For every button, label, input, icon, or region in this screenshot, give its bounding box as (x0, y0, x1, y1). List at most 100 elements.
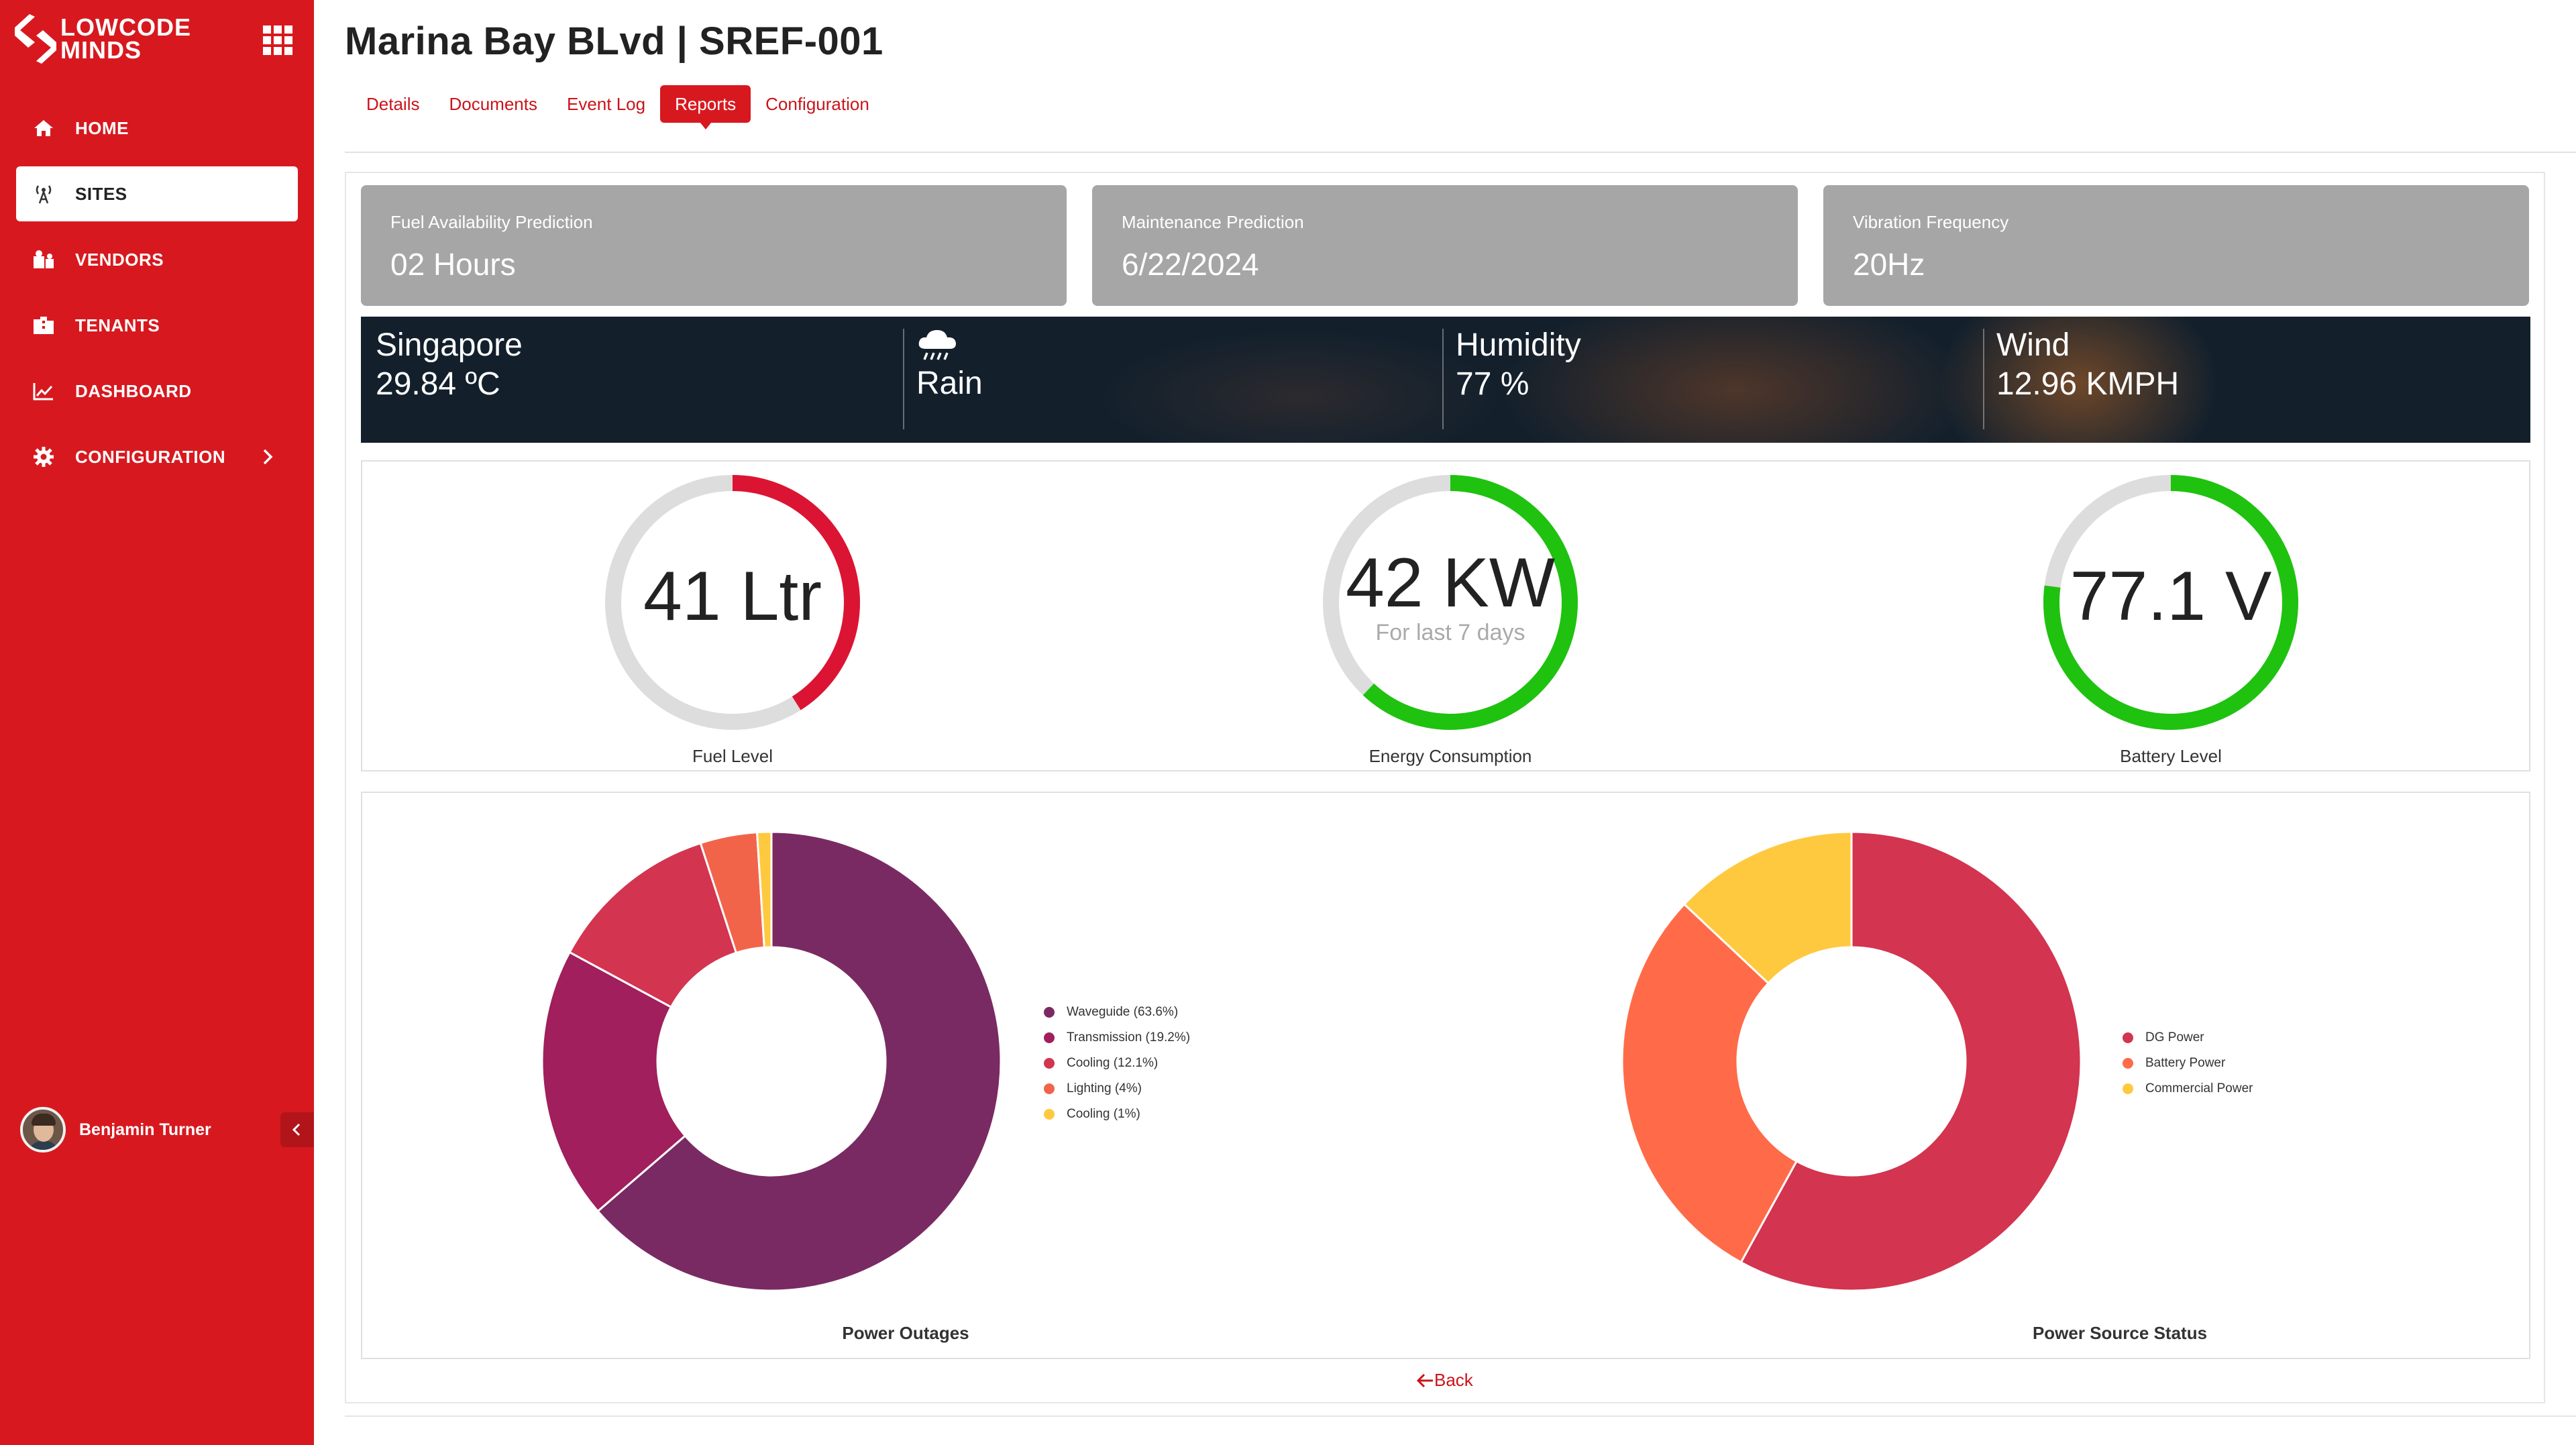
gauge-ring: 77.1 V (2043, 475, 2298, 730)
legend-item[interactable]: Transmission (19.2%) (1044, 1025, 1190, 1051)
sidebar-item-label: CONFIGURATION (75, 446, 226, 467)
weather-temperature: 29.84 ºC (376, 366, 500, 402)
legend-item[interactable]: Battery Power (2123, 1051, 2253, 1076)
collapse-sidebar-button[interactable] (280, 1112, 314, 1147)
chart-line-icon (32, 380, 55, 403)
energy-consumption-gauge: 42 KW For last 7 days Energy Consumption (1316, 468, 1585, 770)
back-link[interactable]: Back (1417, 1370, 1473, 1391)
power-outages-legend: Waveguide (63.6%) Transmission (19.2%) C… (1044, 1000, 1190, 1127)
charts-panel: Waveguide (63.6%) Transmission (19.2%) C… (361, 792, 2530, 1359)
gauge-ring: 41 Ltr (605, 475, 860, 730)
apps-grid-icon[interactable] (263, 25, 292, 55)
humidity-value: 77 % (1456, 366, 1529, 402)
legend-dot (1044, 1109, 1055, 1120)
gauge-value: 41 Ltr (643, 557, 822, 635)
gauge-value: 42 KW (1346, 544, 1555, 622)
weather-wind: Wind 12.96 KMPH (1996, 326, 2179, 433)
donut-slice[interactable] (1682, 831, 1853, 985)
home-icon (32, 117, 55, 140)
donut-slice[interactable] (541, 951, 687, 1213)
sidebar-item-sites[interactable]: SITES (16, 166, 298, 221)
stat-value: 02 Hours (390, 247, 516, 282)
legend-dot (1044, 1058, 1055, 1069)
sidebar-item-configuration[interactable]: CONFIGURATION (16, 429, 298, 484)
legend-item[interactable]: Commercial Power (2123, 1076, 2253, 1102)
sidebar-item-label: DASHBOARD (75, 380, 192, 401)
sidebar-item-home[interactable]: HOME (16, 101, 298, 156)
tab-details[interactable]: Details (366, 94, 420, 114)
back-label: Back (1434, 1370, 1473, 1390)
legend-label: Lighting (4%) (1067, 1081, 1142, 1095)
gauge-fill-arc (2043, 475, 2298, 730)
building-icon (32, 314, 55, 337)
legend-dot (1044, 1083, 1055, 1094)
donut-slice[interactable] (596, 831, 1002, 1292)
vendors-icon (32, 248, 55, 271)
legend-item[interactable]: Waveguide (63.6%) (1044, 1000, 1190, 1025)
weather-location: Singapore 29.84 ºC (376, 326, 523, 433)
legend-label: Cooling (1%) (1067, 1107, 1140, 1121)
weather-humidity: Humidity 77 % (1456, 326, 1581, 433)
weather-banner: Singapore 29.84 ºC Rain Humidity 77 % (361, 317, 2530, 443)
stat-value: 6/22/2024 (1122, 247, 1259, 282)
sidebar-item-dashboard[interactable]: DASHBOARD (16, 364, 298, 419)
weather-divider (1442, 329, 1444, 429)
donut-slice[interactable] (755, 831, 773, 949)
sidebar-item-label: TENANTS (75, 315, 160, 335)
sidebar-item-label: VENDORS (75, 249, 164, 270)
tab-documents[interactable]: Documents (449, 94, 537, 114)
power-source-donut (1621, 831, 2082, 1292)
brand-line2: MINDS (60, 36, 142, 64)
avatar[interactable] (20, 1107, 66, 1153)
tabs-divider (345, 152, 2576, 153)
legend-item[interactable]: Lighting (4%) (1044, 1076, 1190, 1102)
power-source-title: Power Source Status (2032, 1323, 2208, 1343)
antenna-icon (32, 182, 55, 205)
gauge-label: Battery Level (2120, 746, 2222, 766)
stat-label: Fuel Availability Prediction (390, 212, 593, 232)
user-profile[interactable]: Benjamin Turner (20, 1107, 211, 1153)
wind-label: Wind (1996, 327, 2070, 363)
weather-condition-text: Rain (916, 366, 983, 401)
sidebar-item-tenants[interactable]: TENANTS (16, 298, 298, 353)
brand-logo[interactable]: LOWCODE MINDS (15, 12, 191, 66)
legend-item[interactable]: DG Power (2123, 1025, 2253, 1051)
fuel-prediction-card: Fuel Availability Prediction 02 Hours (361, 185, 1067, 306)
legend-dot (2123, 1058, 2133, 1069)
logo-mark-icon (15, 14, 56, 64)
sidebar: LOWCODE MINDS HOME SITES (0, 0, 314, 1445)
chevron-right-icon[interactable] (256, 445, 279, 468)
gauge-label: Fuel Level (692, 746, 773, 766)
sidebar-nav: HOME SITES VENDORS (0, 101, 314, 495)
tab-reports[interactable]: Reports (660, 85, 751, 129)
chevron-left-icon (292, 1123, 301, 1136)
weather-divider (1983, 329, 1984, 429)
legend-dot (1044, 1032, 1055, 1043)
gear-icon (32, 445, 55, 468)
power-outages-title: Power Outages (842, 1323, 969, 1343)
legend-dot (2123, 1083, 2133, 1094)
sidebar-item-label: SITES (75, 183, 127, 204)
sidebar-item-vendors[interactable]: VENDORS (16, 232, 298, 287)
gauge-fill-arc (1323, 475, 1578, 730)
weather-city: Singapore (376, 327, 523, 363)
tab-event-log[interactable]: Event Log (566, 94, 646, 114)
legend-item[interactable]: Cooling (1%) (1044, 1102, 1190, 1127)
brand-name: LOWCODE MINDS (60, 13, 191, 64)
fuel-level-gauge: 41 Ltr Fuel Level (598, 468, 867, 770)
brand-line1: LOWCODE (60, 13, 191, 41)
donut-slice[interactable] (1739, 831, 2082, 1292)
legend-label: DG Power (2145, 1030, 2204, 1045)
power-source-legend: DG Power Battery Power Commercial Power (2123, 1025, 2253, 1102)
legend-item[interactable]: Cooling (12.1%) (1044, 1051, 1190, 1076)
main-content: Marina Bay BLvd | SREF-001 Details Docum… (314, 0, 2576, 1445)
gauge-label: Energy Consumption (1368, 746, 1532, 766)
tab-configuration[interactable]: Configuration (765, 94, 869, 114)
battery-level-gauge: 77.1 V Battery Level (2037, 468, 2305, 770)
legend-label: Transmission (19.2%) (1067, 1030, 1191, 1045)
donut-slice[interactable] (1621, 902, 1799, 1264)
weather-divider (903, 329, 904, 429)
user-name: Benjamin Turner (79, 1120, 211, 1139)
legend-label: Commercial Power (2145, 1081, 2253, 1095)
donut-slice[interactable] (568, 841, 738, 1009)
